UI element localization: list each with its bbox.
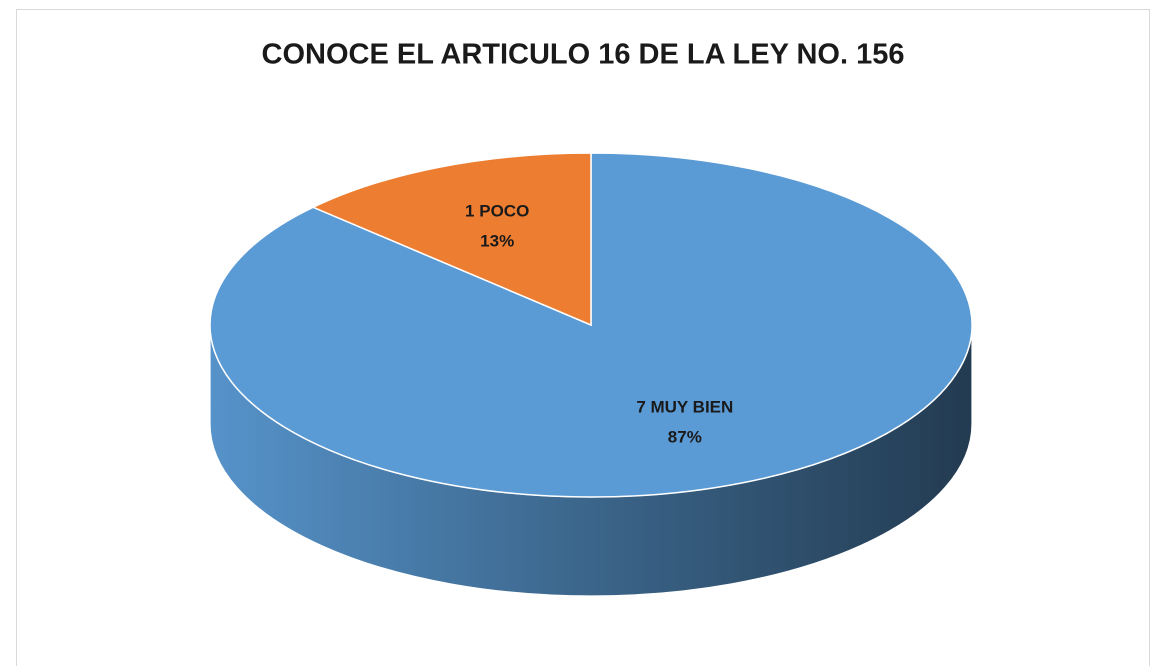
slice-category-label: 7 MUY BIEN: [636, 397, 733, 416]
slice-value-label: 87%: [668, 427, 702, 446]
pie-slice: [311, 152, 592, 327]
slice-category-label: 1 POCO: [465, 202, 529, 221]
slice-value-label: 13%: [480, 232, 514, 251]
chart-title: CONOCE EL ARTICULO 16 DE LA LEY NO. 156: [262, 39, 905, 71]
